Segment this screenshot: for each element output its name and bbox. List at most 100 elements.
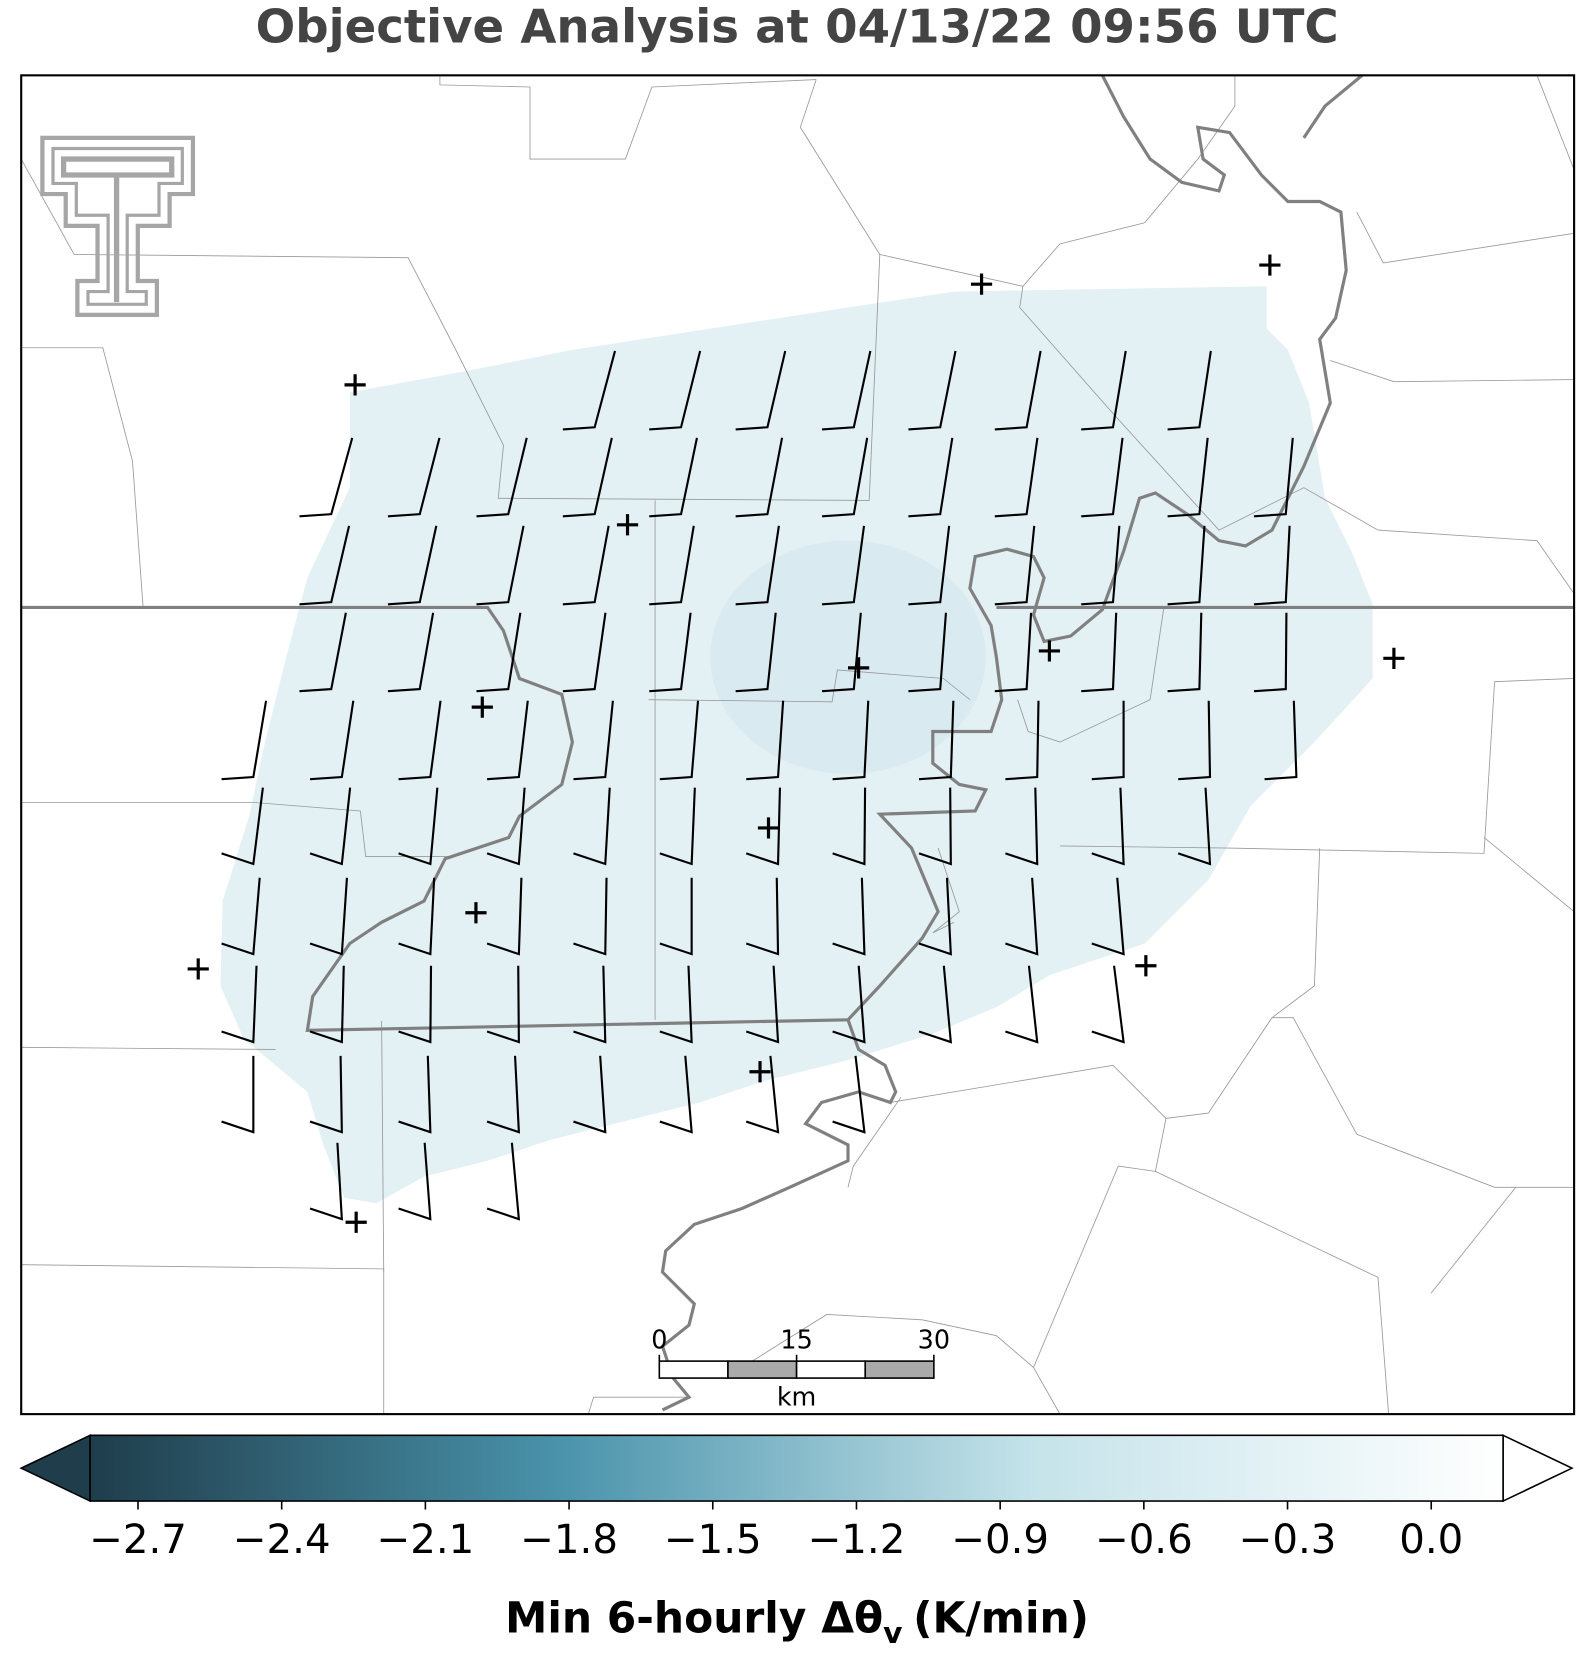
wind-barb (908, 437, 954, 518)
wind-barb (476, 525, 525, 606)
wind-barb (1091, 877, 1125, 956)
scale-segment (864, 1360, 935, 1379)
station-marker (616, 514, 639, 536)
colorbar-extend-low (19, 1434, 91, 1503)
wind-barb (309, 1055, 343, 1134)
logo (40, 135, 196, 318)
station-marker (471, 696, 493, 718)
wind-barb (1081, 525, 1121, 606)
wind-barb (398, 787, 439, 866)
wind-barb (486, 787, 526, 866)
wind-barb (486, 965, 520, 1044)
wind-barb (659, 1055, 693, 1134)
wind-barb (573, 700, 614, 781)
station-marker (465, 902, 487, 924)
wind-barb (486, 700, 529, 781)
wind-barb (1005, 787, 1039, 866)
scale-segment (727, 1360, 798, 1379)
wind-barb (1005, 700, 1040, 781)
wind-barb (649, 437, 698, 518)
wind-barb (735, 525, 780, 606)
wind-barb (746, 700, 785, 781)
wind-barb (221, 787, 264, 866)
station-marker (345, 1211, 367, 1233)
wind-barb (309, 965, 345, 1044)
boundaries (20, 75, 1575, 1415)
wind-barb (1167, 612, 1203, 693)
wind-barb (918, 787, 952, 866)
wind-barb (659, 877, 693, 956)
wind-barb (832, 965, 866, 1044)
wind-barb (1091, 700, 1125, 781)
wind-barb (309, 787, 352, 866)
wind-barb (476, 612, 522, 693)
wind-barb (1178, 700, 1212, 781)
wind-barb (994, 350, 1042, 431)
wind-barb (735, 437, 784, 518)
wind-barb (1253, 525, 1291, 606)
scale-tick-label: 0 (651, 1324, 667, 1354)
scale-unit: km (777, 1382, 817, 1412)
wind-barb (1177, 787, 1212, 866)
wind-barb (1167, 350, 1212, 431)
wind-barb (1167, 525, 1206, 606)
wind-barb (745, 787, 782, 866)
wind-barb (649, 350, 702, 431)
wind-barb (573, 1055, 607, 1134)
colorbar: −2.7 −2.4 −2.1 −1.8 −1.5 −1.2 −0.9 −0.6 −0.3 0.0 (19, 1434, 1574, 1563)
wind-barb (309, 700, 355, 781)
wind-barb (821, 437, 869, 518)
wind-barb (486, 877, 523, 956)
wind-barb (659, 700, 700, 781)
wind-barb (398, 1142, 432, 1221)
wind-barb (918, 965, 953, 1044)
wind-barb (745, 877, 780, 956)
wind-barb (1091, 787, 1125, 866)
wind-barbs (221, 350, 1298, 1221)
station-marker (344, 374, 366, 396)
colorbar-label: Min 6-hourly Δθv (K/min) (505, 1593, 1089, 1650)
wind-barb (562, 525, 610, 606)
wind-barb (735, 612, 777, 693)
colorbar-tick-label: −0.9 (951, 1517, 1049, 1563)
station-marker (1383, 647, 1405, 669)
wind-barb (745, 965, 780, 1044)
wind-barb (387, 612, 435, 693)
wind-barb (821, 525, 866, 606)
colorbar-tick-label: −1.5 (664, 1517, 762, 1563)
wind-barb (486, 1142, 521, 1221)
wind-barb (994, 437, 1039, 518)
map-frame (20, 74, 1576, 1416)
wind-barb (309, 1142, 343, 1221)
wind-barb (1253, 437, 1294, 518)
map-area: 0 15 30 km (20, 74, 1576, 1416)
wind-barb (1005, 877, 1039, 956)
wind-barb (221, 877, 261, 956)
wind-barb (1005, 965, 1039, 1044)
wind-barb (1081, 437, 1124, 518)
wind-barb (908, 612, 948, 693)
wind-barb (994, 612, 1033, 693)
station-marker (1135, 955, 1157, 977)
station-marker (970, 273, 993, 295)
wind-barb (221, 965, 258, 1044)
station-marker (1038, 640, 1060, 662)
wind-barb (832, 877, 866, 956)
colorbar-body (89, 1434, 1504, 1502)
wind-barb (486, 1055, 521, 1134)
wind-barb (821, 612, 862, 693)
station-marker (187, 958, 209, 980)
wind-barb (573, 877, 608, 956)
colorbar-tick-label: −2.7 (89, 1517, 187, 1563)
wind-barb (649, 612, 692, 693)
wind-barb (1081, 350, 1127, 431)
colorbar-tick-label: −0.6 (1095, 1517, 1193, 1563)
colorbar-extend-high (1502, 1434, 1574, 1503)
station-marker (757, 817, 780, 839)
wind-barb (221, 700, 268, 781)
wind-barb (918, 700, 955, 781)
wind-barb (821, 350, 872, 431)
wind-barb (562, 350, 617, 431)
